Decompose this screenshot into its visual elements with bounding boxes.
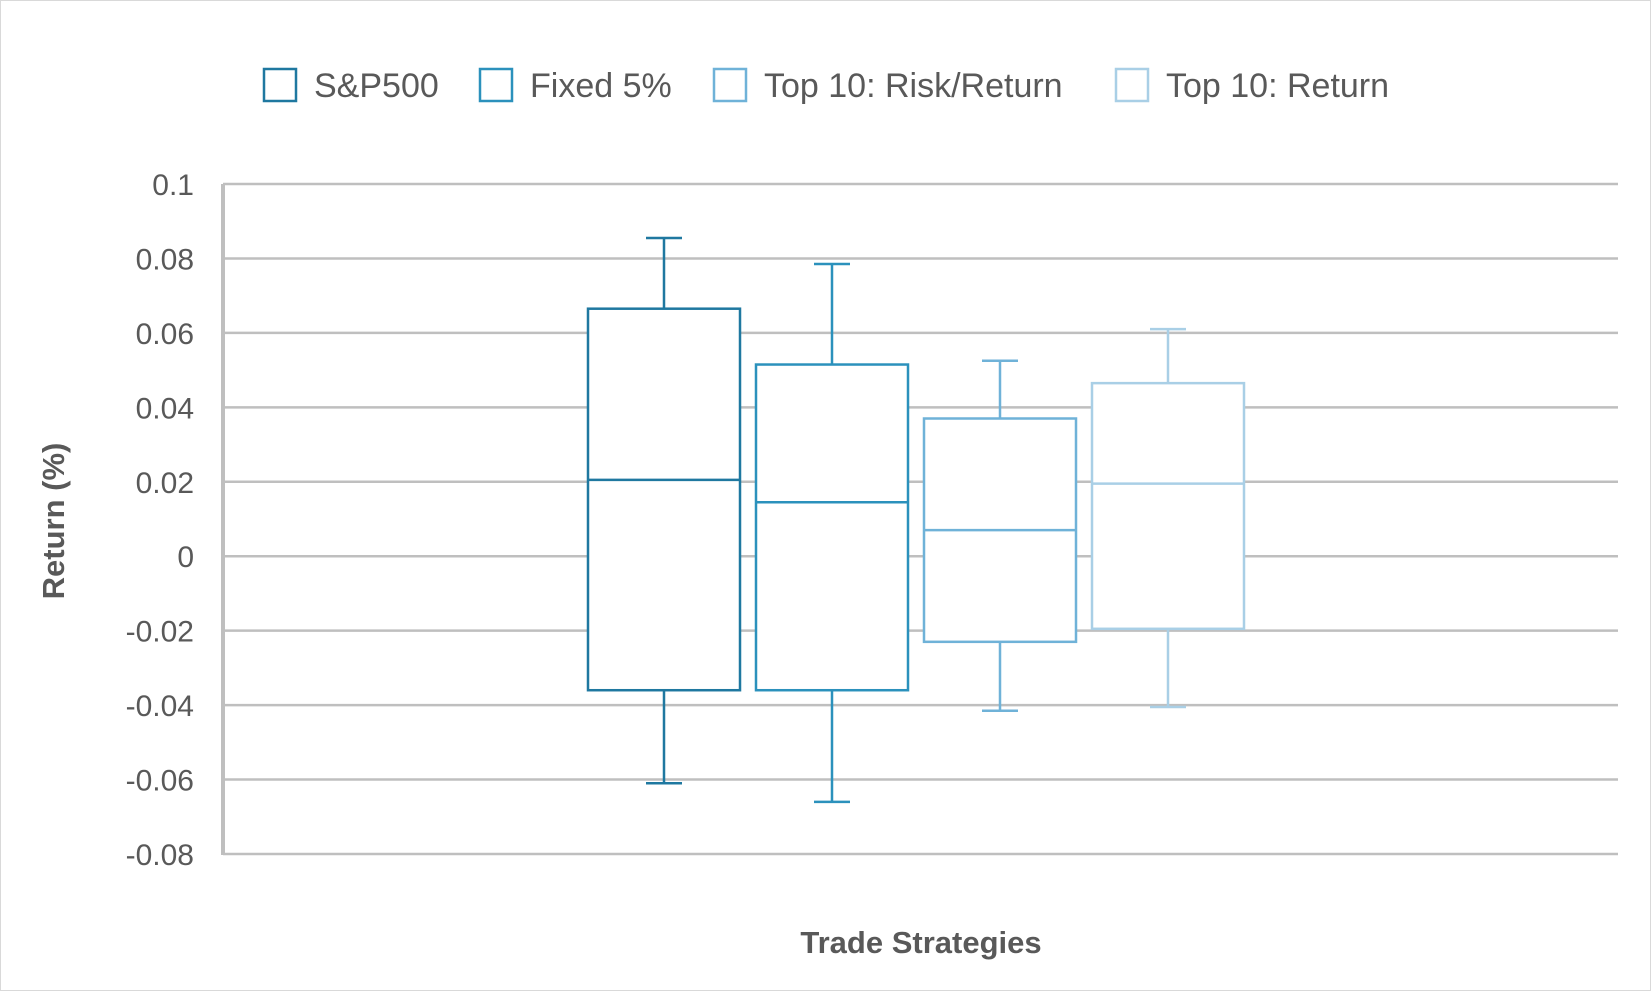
legend: S&P500 Fixed 5% Top 10: Risk/Return Top 10:… bbox=[262, 67, 1389, 105]
box-3 bbox=[922, 359, 1078, 712]
boxes bbox=[586, 236, 1246, 804]
gridlines bbox=[223, 182, 1618, 856]
box-iqr bbox=[586, 307, 742, 692]
legend-item-3: Top 10: Risk/Return bbox=[712, 67, 1063, 105]
box-iqr bbox=[1090, 381, 1246, 631]
box-iqr bbox=[754, 363, 910, 692]
legend-item-1: S&P500 bbox=[262, 67, 439, 105]
legend-swatch bbox=[262, 67, 298, 103]
legend-swatch bbox=[478, 67, 514, 103]
y-tick-label: -0.04 bbox=[126, 690, 194, 723]
legend-label: Fixed 5% bbox=[530, 67, 672, 105]
box-4 bbox=[1090, 327, 1246, 709]
box-1 bbox=[586, 236, 742, 785]
y-tick-label: 0.04 bbox=[136, 392, 194, 425]
legend-item-2: Fixed 5% bbox=[478, 67, 672, 105]
y-tick-label: 0.02 bbox=[136, 467, 194, 500]
legend-label: S&P500 bbox=[314, 67, 439, 105]
legend-label: Top 10: Risk/Return bbox=[764, 67, 1063, 105]
y-tick-label: 0.1 bbox=[152, 169, 194, 202]
y-tick-labels: 0.1 0.08 0.06 0.04 0.02 0 -0.02 -0.04 -0.06 -0.08 bbox=[126, 169, 194, 872]
x-axis-title: Trade Strategies bbox=[800, 925, 1041, 960]
legend-item-4: Top 10: Return bbox=[1114, 67, 1389, 105]
legend-swatch bbox=[712, 67, 748, 103]
y-tick-label: -0.08 bbox=[126, 839, 194, 872]
y-tick-label: 0.06 bbox=[136, 318, 194, 351]
legend-swatch bbox=[1114, 67, 1150, 103]
box-2 bbox=[754, 262, 910, 804]
y-tick-label: 0 bbox=[177, 541, 194, 574]
legend-label: Top 10: Return bbox=[1166, 67, 1389, 105]
y-tick-label: 0.08 bbox=[136, 243, 194, 276]
y-tick-label: -0.06 bbox=[126, 765, 194, 798]
y-axis-title: Return (%) bbox=[36, 443, 71, 600]
y-tick-label: -0.02 bbox=[126, 616, 194, 649]
